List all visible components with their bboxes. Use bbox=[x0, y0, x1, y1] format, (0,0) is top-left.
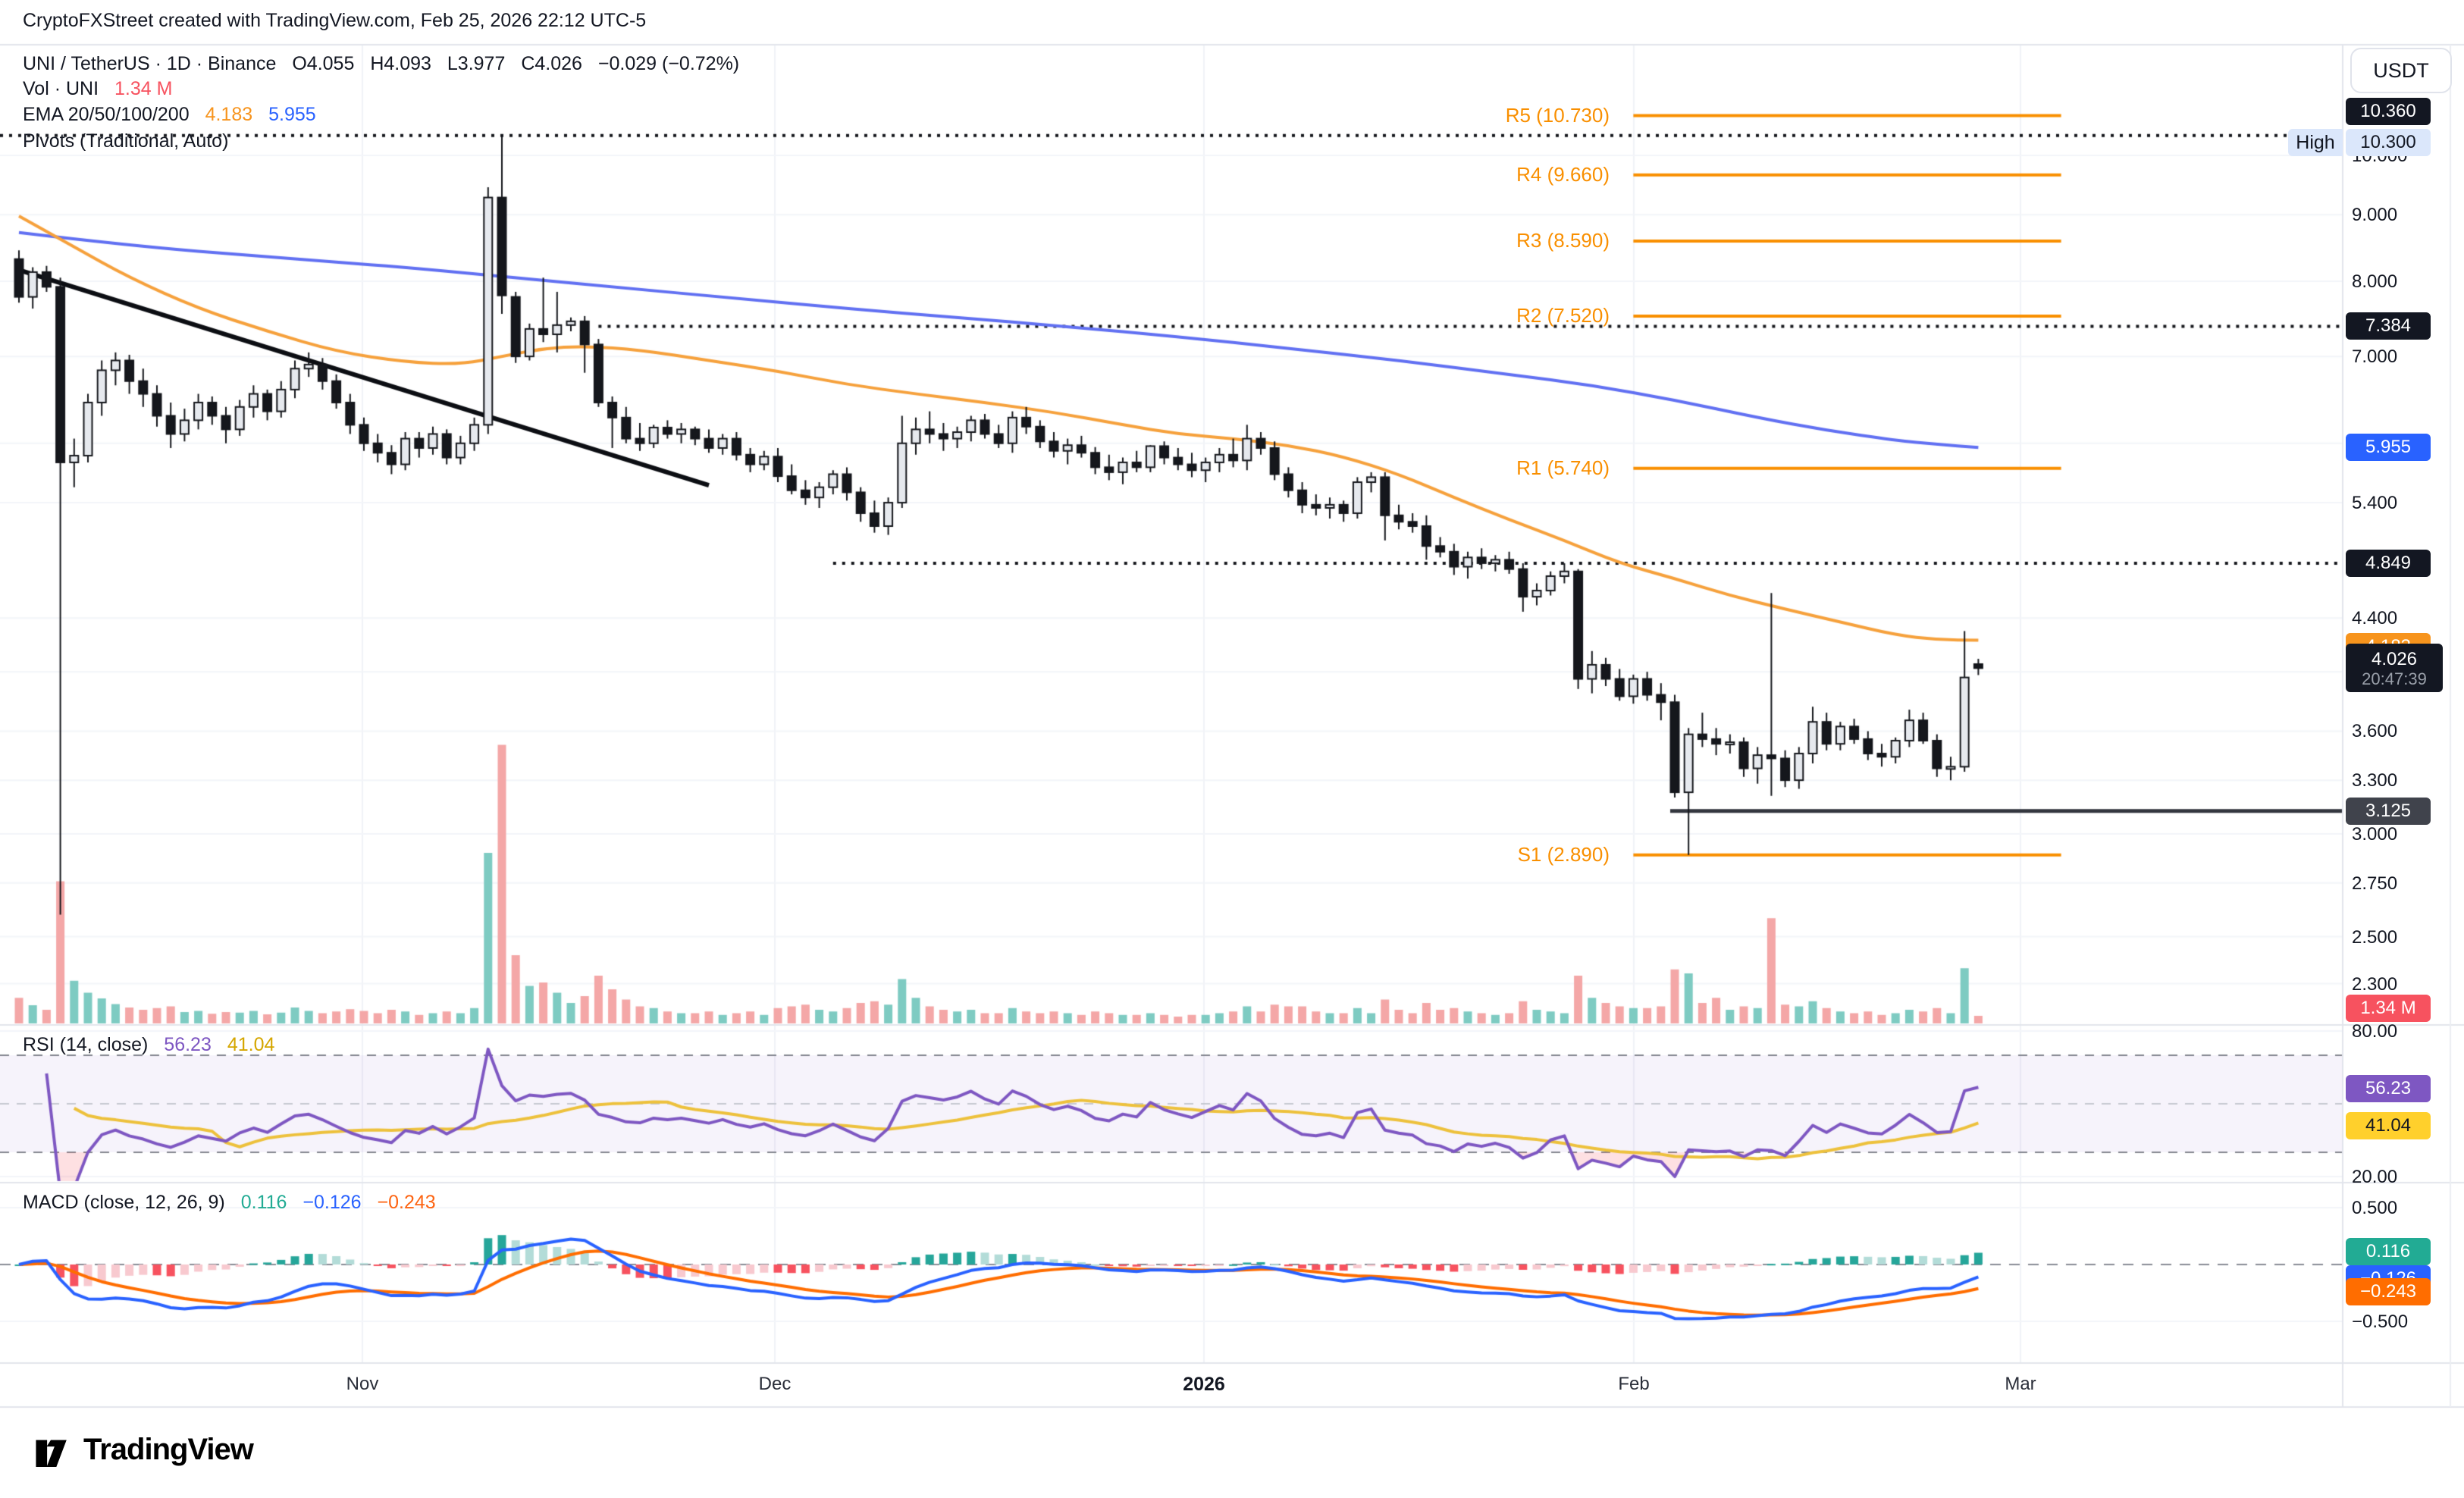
volume-legend[interactable]: Vol · UNI 1.34 M bbox=[23, 78, 183, 100]
pivot-label-R2: R2 (7.520) bbox=[1516, 303, 1610, 327]
axis-badge-4026: 4.026 20:47:39 bbox=[2346, 644, 2443, 693]
volume-value: 1.34 M bbox=[114, 78, 173, 99]
axis-badge-5623: 56.23 bbox=[2346, 1075, 2431, 1103]
tradingview-logo-icon bbox=[36, 1440, 67, 1467]
price-axis-label: −0.500 bbox=[2352, 1312, 2409, 1332]
price-axis-label: 2.300 bbox=[2352, 973, 2398, 995]
ohlc-high: H4.093 bbox=[370, 53, 431, 74]
rsi-label: RSI (14, close) bbox=[23, 1034, 149, 1055]
rsi-ma-value: 41.04 bbox=[227, 1034, 275, 1055]
pivot-label-R5: R5 (10.730) bbox=[1505, 103, 1610, 127]
price-axis-label: 0.500 bbox=[2352, 1198, 2398, 1218]
pivot-label-R4: R4 (9.660) bbox=[1516, 162, 1610, 186]
rsi-value: 56.23 bbox=[164, 1034, 212, 1055]
ohlc-open: O4.055 bbox=[292, 53, 355, 74]
ohlc-close: C4.026 bbox=[521, 53, 582, 74]
symbol-title: UNI / TetherUS · 1D · Binance bbox=[23, 53, 277, 74]
high-marker-label: High bbox=[2288, 129, 2343, 156]
axis-badge-4104: 41.04 bbox=[2346, 1111, 2431, 1139]
macd-legend[interactable]: MACD (close, 12, 26, 9) 0.116 −0.126 −0.… bbox=[23, 1192, 447, 1214]
pivot-label-R1: R1 (5.740) bbox=[1516, 456, 1610, 479]
macd-label: MACD (close, 12, 26, 9) bbox=[23, 1192, 225, 1213]
macd-line-value: −0.126 bbox=[303, 1192, 362, 1213]
pivots-label: Pivots (Traditional, Auto) bbox=[23, 130, 229, 152]
time-axis-label-Mar: Mar bbox=[2005, 1374, 2036, 1394]
ema-slow-value: 5.955 bbox=[268, 104, 316, 125]
price-axis-label: 8.000 bbox=[2352, 271, 2398, 292]
macd-signal-value: −0.243 bbox=[377, 1192, 436, 1213]
tradingview-logo[interactable]: TradingView bbox=[30, 1433, 254, 1467]
ema-label: EMA 20/50/100/200 bbox=[23, 104, 190, 125]
axis-badge-7384: 7.384 bbox=[2346, 312, 2431, 340]
change-value: −0.029 (−0.72%) bbox=[597, 53, 740, 74]
currency-toggle-button[interactable]: USDT bbox=[2350, 48, 2452, 93]
price-axis-label: 9.000 bbox=[2352, 205, 2398, 226]
price-axis-label: 20.00 bbox=[2352, 1167, 2398, 1187]
price-axis-label: 4.400 bbox=[2352, 608, 2398, 629]
time-axis-label-Nov: Nov bbox=[346, 1374, 379, 1394]
tradingview-logo-text: TradingView bbox=[83, 1433, 254, 1466]
chart-attribution: CryptoFXStreet created with TradingView.… bbox=[23, 10, 647, 31]
price-axis-label: 2.750 bbox=[2352, 873, 2398, 894]
ema-fast-value: 4.183 bbox=[205, 104, 253, 125]
price-axis-label: 3.300 bbox=[2352, 770, 2398, 791]
axis-badge-10360: 10.360 bbox=[2346, 97, 2431, 125]
price-axis-label: 2.500 bbox=[2352, 926, 2398, 948]
price-axis-label: 3.600 bbox=[2352, 721, 2398, 742]
axis-badge-0243: −0.243 bbox=[2346, 1278, 2431, 1306]
pivot-label-R3: R3 (8.590) bbox=[1516, 228, 1610, 252]
ema-legend[interactable]: EMA 20/50/100/200 4.183 5.955 bbox=[23, 104, 327, 126]
ohlc-low: L3.977 bbox=[447, 53, 506, 74]
axis-badge-10300: 10.300 bbox=[2346, 129, 2431, 157]
pivots-legend[interactable]: Pivots (Traditional, Auto) bbox=[23, 130, 239, 152]
time-axis-label-2026: 2026 bbox=[1183, 1374, 1225, 1395]
axis-badge-0116: 0.116 bbox=[2346, 1237, 2431, 1265]
rsi-legend[interactable]: RSI (14, close) 56.23 41.04 bbox=[23, 1034, 285, 1056]
volume-label: Vol · UNI bbox=[23, 78, 99, 99]
axis-badge-3125: 3.125 bbox=[2346, 797, 2431, 825]
time-axis-label-Dec: Dec bbox=[758, 1374, 792, 1394]
axis-badge-5955: 5.955 bbox=[2346, 434, 2431, 462]
axis-badge-4849: 4.849 bbox=[2346, 550, 2431, 578]
price-axis-label: 5.400 bbox=[2352, 493, 2398, 514]
macd-hist-value: 0.116 bbox=[240, 1192, 287, 1213]
time-axis-label-Feb: Feb bbox=[1618, 1374, 1650, 1394]
price-axis-label: 80.00 bbox=[2352, 1021, 2398, 1042]
axis-badge-134M: 1.34 M bbox=[2346, 995, 2431, 1022]
pivot-label-S1: S1 (2.890) bbox=[1517, 842, 1610, 866]
price-axis-label: 3.000 bbox=[2352, 824, 2398, 845]
price-axis-label: 7.000 bbox=[2352, 346, 2398, 368]
symbol-legend[interactable]: UNI / TetherUS · 1D · Binance O4.055 H4.… bbox=[23, 53, 750, 75]
